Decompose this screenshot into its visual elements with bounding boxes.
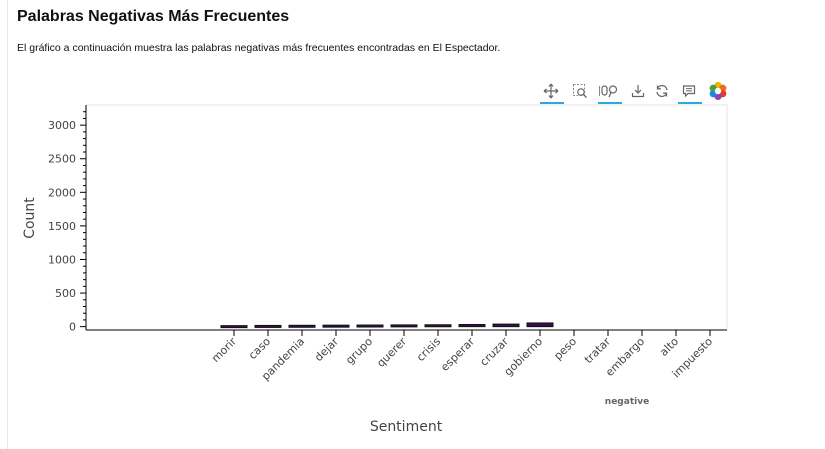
- bar-esperar[interactable]: [458, 323, 486, 328]
- y-tick-label: 1000: [48, 253, 76, 266]
- x-tick-label-dejar: dejar: [312, 335, 341, 364]
- x-axis-title: Sentiment: [370, 419, 443, 435]
- save-tool-button[interactable]: [625, 80, 651, 102]
- page-description: El gráfico a continuación muestra las pa…: [17, 42, 501, 54]
- bokeh-logo-link[interactable]: [705, 80, 731, 102]
- page-title: Palabras Negativas Más Frecuentes: [17, 8, 290, 25]
- y-axis-title: Count: [22, 197, 38, 239]
- reset-tool-button[interactable]: [649, 80, 675, 102]
- x-tick-label-grupo: grupo: [343, 335, 375, 367]
- y-tick-label: 3000: [48, 119, 76, 132]
- reset-icon: [656, 84, 668, 98]
- hover-comment-icon: [682, 85, 696, 98]
- x-tick-label-crisis: crisis: [414, 335, 443, 364]
- x-tick-label-morir: morir: [209, 335, 239, 365]
- bars-layer: [220, 322, 554, 329]
- y-axis-ticks: 0 500 1000 1500 2000 2500 3000: [48, 111, 86, 334]
- x-tick-label-tratar: tratar: [582, 335, 614, 367]
- bar-pandemia[interactable]: [288, 324, 316, 328]
- hover-tool-button[interactable]: [676, 80, 702, 104]
- y-tick-label: 0: [69, 321, 76, 334]
- wheel-zoom-icon: [599, 85, 618, 98]
- box-zoom-icon: [573, 84, 587, 98]
- bar-caso[interactable]: [254, 324, 282, 328]
- x-tick-label-peso: peso: [551, 335, 579, 363]
- y-tick-label: 500: [55, 287, 76, 300]
- bar-grupo[interactable]: [356, 324, 384, 328]
- y-tick-label: 2500: [48, 153, 76, 166]
- box-zoom-tool-button[interactable]: [567, 80, 593, 102]
- x-tick-label-caso: caso: [246, 335, 273, 362]
- wheel-zoom-tool-button[interactable]: [596, 80, 622, 104]
- bar-cruzar[interactable]: [492, 323, 520, 328]
- x-tick-label-querer: querer: [374, 335, 409, 370]
- bar-morir[interactable]: [220, 325, 248, 329]
- pan-tool-button[interactable]: [538, 80, 564, 104]
- plot-frame: [85, 104, 728, 331]
- panel-left-border: [7, 0, 8, 449]
- download-icon: [631, 85, 645, 98]
- bar-dejar[interactable]: [322, 324, 350, 328]
- bar-crisis[interactable]: [424, 324, 452, 328]
- move-arrows-icon: [543, 83, 559, 99]
- x-tick-label-esperar: esperar: [438, 335, 477, 374]
- y-tick-label: 2000: [48, 186, 76, 199]
- bar-gobierno[interactable]: [526, 322, 554, 328]
- x-group-label: negative: [605, 397, 649, 407]
- y-tick-label: 1500: [48, 220, 76, 233]
- x-tick-label-alto: alto: [657, 335, 681, 359]
- bar-querer[interactable]: [390, 324, 418, 328]
- bokeh-logo-icon: [709, 81, 727, 101]
